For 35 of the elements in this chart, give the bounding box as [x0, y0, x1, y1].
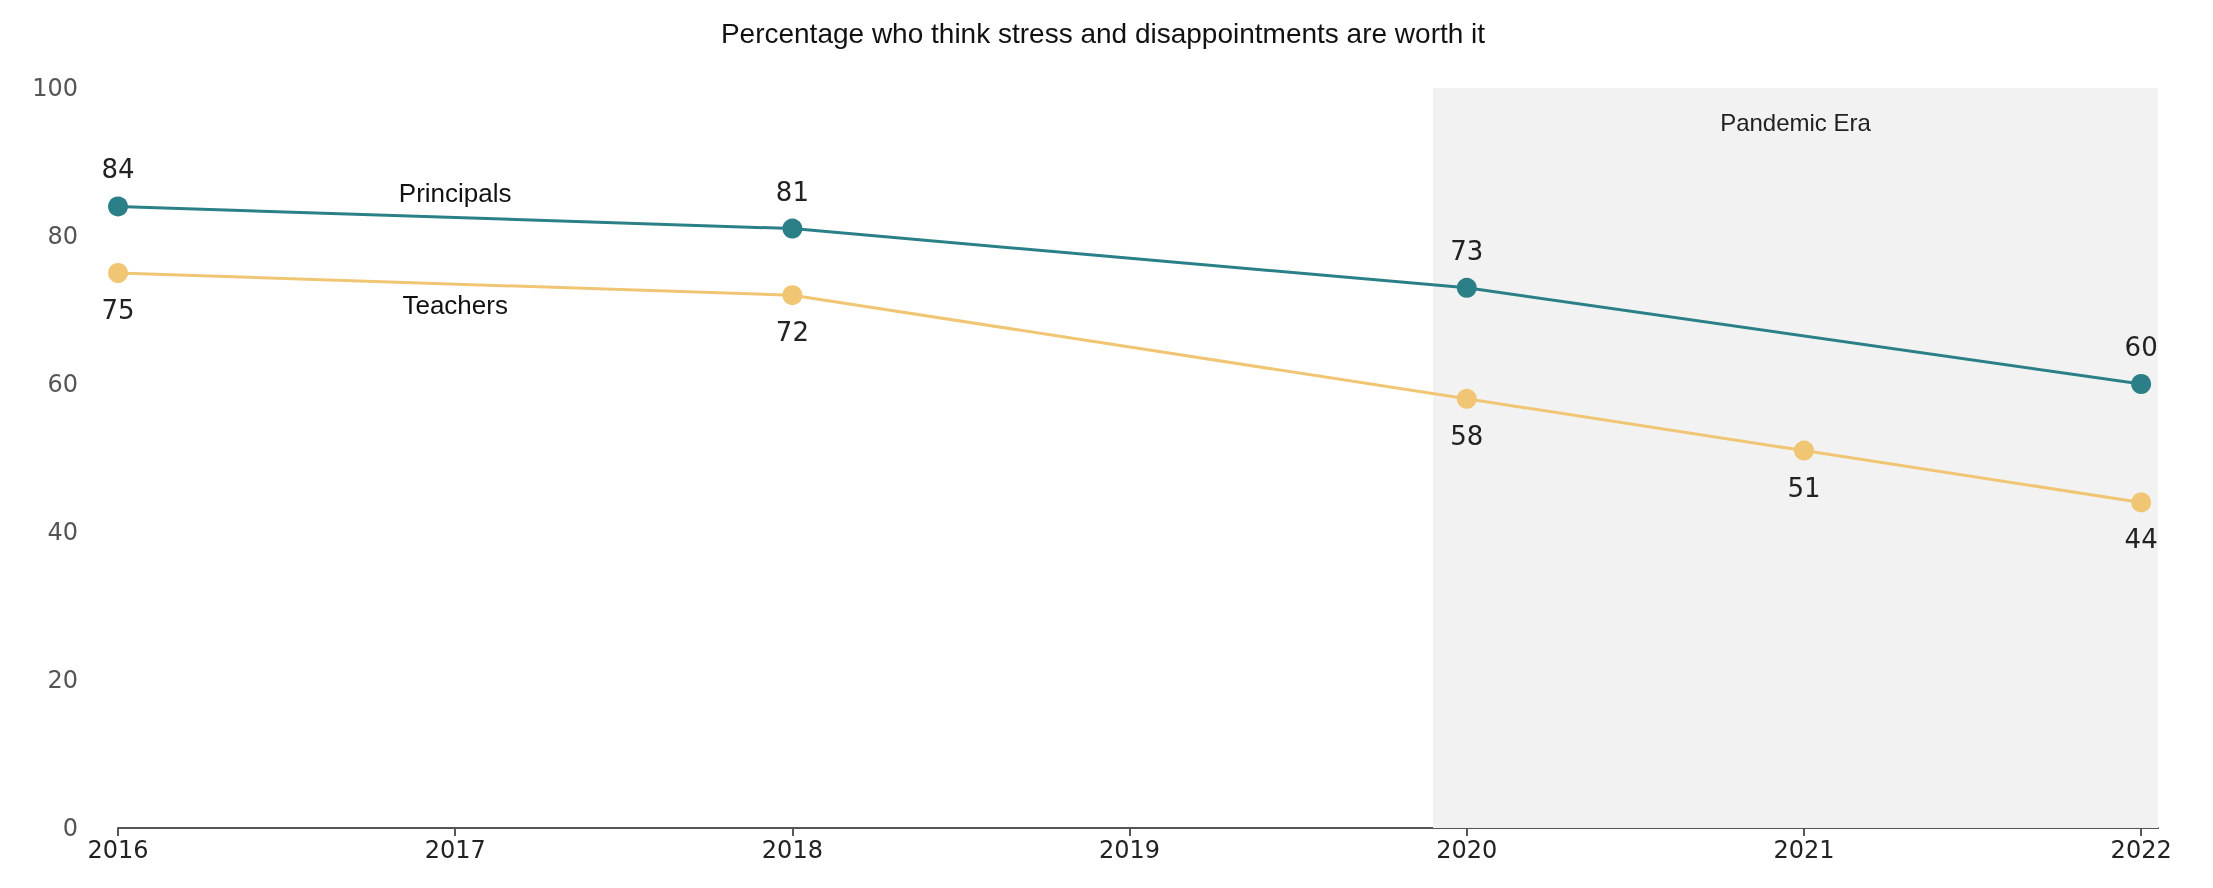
- y-tick-label: 0: [62, 814, 78, 842]
- x-tick-label: 2020: [1436, 836, 1498, 864]
- band-label: Pandemic Era: [1720, 108, 1872, 136]
- point: [2131, 492, 2152, 513]
- point: [782, 218, 803, 239]
- point: [1793, 440, 1814, 461]
- point: [108, 196, 128, 217]
- data-label: 44: [2124, 524, 2158, 555]
- y-tick-label: 40: [47, 518, 78, 546]
- point: [1456, 388, 1477, 409]
- point: [108, 263, 128, 283]
- y-tick-label: 80: [47, 222, 78, 250]
- data-label: 75: [101, 295, 135, 325]
- data-label: 73: [1450, 235, 1484, 266]
- point: [782, 285, 803, 306]
- x-tick-label: 2016: [87, 836, 149, 864]
- point: [2131, 374, 2152, 394]
- chart-title: Percentage who think stress and disappointments are worth it: [720, 17, 1486, 49]
- data-label: 60: [2124, 332, 2158, 362]
- y-tick-label: 20: [47, 666, 78, 694]
- series-label: Teachers: [402, 290, 508, 321]
- y-tick-label: 60: [47, 370, 78, 398]
- data-label: 51: [1787, 472, 1821, 503]
- x-tick-label: 2022: [2110, 836, 2172, 864]
- series-label: Principals: [398, 177, 512, 208]
- data-label: 58: [1450, 420, 1484, 451]
- data-label: 84: [101, 154, 135, 185]
- data-label: 72: [775, 317, 809, 348]
- x-tick-label: 2021: [1773, 836, 1835, 864]
- data-label: 81: [775, 176, 809, 207]
- x-tick-label: 2017: [424, 836, 486, 864]
- x-tick-label: 2019: [1099, 836, 1161, 864]
- x-tick-label: 2018: [761, 836, 823, 864]
- y-tick-label: 100: [32, 74, 78, 102]
- point: [1456, 277, 1477, 298]
